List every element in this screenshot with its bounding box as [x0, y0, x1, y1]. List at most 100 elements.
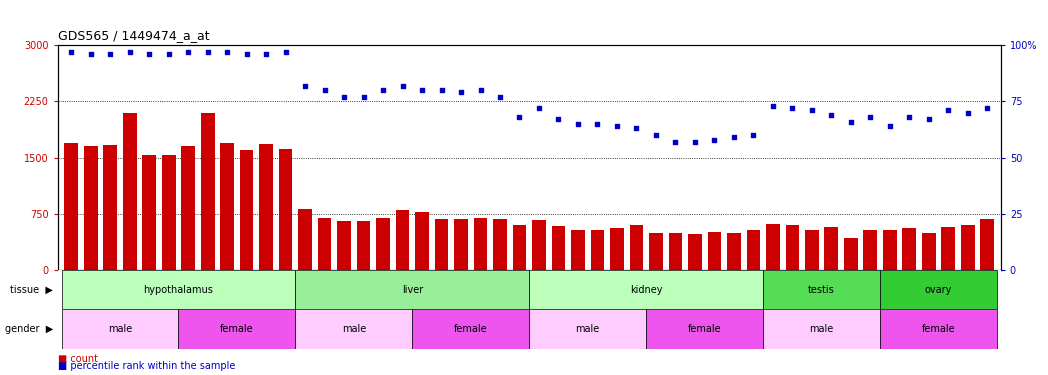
Bar — [647, 309, 763, 349]
Point — [199, 49, 216, 55]
Point — [745, 132, 762, 138]
Point — [725, 134, 742, 140]
Bar — [591, 230, 605, 270]
Point — [238, 51, 255, 57]
Point — [219, 49, 236, 55]
Text: male: male — [575, 324, 599, 334]
Point — [920, 116, 937, 122]
Point — [861, 114, 878, 120]
Point — [511, 114, 528, 120]
Bar — [62, 270, 296, 309]
Text: gender  ▶: gender ▶ — [4, 324, 52, 334]
Bar — [746, 230, 760, 270]
Bar — [529, 270, 763, 309]
Bar — [201, 112, 215, 270]
Point — [706, 136, 723, 142]
Point — [959, 110, 976, 116]
Point — [686, 139, 703, 145]
Bar — [143, 154, 156, 270]
Text: hypothalamus: hypothalamus — [144, 285, 214, 295]
Point — [979, 105, 996, 111]
Text: ■ count: ■ count — [58, 354, 97, 364]
Bar — [707, 232, 721, 270]
Point — [492, 94, 508, 100]
Point — [375, 87, 392, 93]
Text: female: female — [454, 324, 487, 334]
Point — [940, 107, 957, 113]
Bar — [296, 309, 412, 349]
Bar — [529, 309, 647, 349]
Bar — [880, 270, 997, 309]
Point — [140, 51, 157, 57]
Bar — [941, 227, 955, 270]
Point — [569, 121, 586, 127]
Bar — [689, 234, 702, 270]
Point — [414, 87, 431, 93]
Bar — [669, 233, 682, 270]
Text: testis: testis — [808, 285, 835, 295]
Bar — [123, 112, 136, 270]
Text: female: female — [921, 324, 956, 334]
Bar — [376, 217, 390, 270]
Bar — [84, 146, 97, 270]
Bar — [474, 217, 487, 270]
Point — [628, 125, 645, 131]
Bar — [259, 144, 272, 270]
Point — [843, 118, 859, 124]
Bar — [844, 238, 857, 270]
Bar — [318, 217, 331, 270]
Bar — [454, 219, 467, 270]
Bar — [65, 142, 79, 270]
Point — [180, 49, 197, 55]
Bar — [882, 230, 897, 270]
Bar — [220, 142, 234, 270]
Text: male: male — [809, 324, 833, 334]
Bar — [880, 309, 997, 349]
Text: male: male — [342, 324, 366, 334]
Point — [63, 49, 80, 55]
Bar — [902, 228, 916, 270]
Bar — [805, 230, 818, 270]
Text: female: female — [687, 324, 721, 334]
Point — [453, 89, 470, 95]
Bar — [512, 225, 526, 270]
Bar — [786, 225, 800, 270]
Point — [433, 87, 450, 93]
Text: GDS565 / 1449474_a_at: GDS565 / 1449474_a_at — [58, 30, 210, 42]
Point — [160, 51, 177, 57]
Bar — [412, 309, 529, 349]
Bar — [922, 233, 936, 270]
Bar — [356, 220, 370, 270]
Bar — [864, 230, 877, 270]
Text: ovary: ovary — [924, 285, 953, 295]
Text: kidney: kidney — [630, 285, 662, 295]
Bar — [763, 309, 880, 349]
Bar — [240, 150, 254, 270]
Bar — [279, 148, 292, 270]
Bar — [961, 225, 975, 270]
Point — [355, 94, 372, 100]
Point — [335, 94, 352, 100]
Bar — [337, 220, 351, 270]
Point — [804, 107, 821, 113]
Point — [297, 82, 313, 88]
Point — [316, 87, 333, 93]
Bar — [630, 225, 643, 270]
Point — [394, 82, 411, 88]
Bar — [825, 226, 838, 270]
Point — [83, 51, 100, 57]
Bar — [435, 219, 449, 270]
Text: ■ percentile rank within the sample: ■ percentile rank within the sample — [58, 361, 235, 371]
Point — [278, 49, 294, 55]
Bar — [181, 146, 195, 270]
Bar — [296, 270, 529, 309]
Bar — [62, 309, 178, 349]
Bar — [980, 219, 994, 270]
Bar — [610, 228, 624, 270]
Point — [258, 51, 275, 57]
Bar — [161, 154, 175, 270]
Text: tissue  ▶: tissue ▶ — [10, 285, 52, 295]
Point — [550, 116, 567, 122]
Point — [648, 132, 664, 138]
Bar — [766, 224, 780, 270]
